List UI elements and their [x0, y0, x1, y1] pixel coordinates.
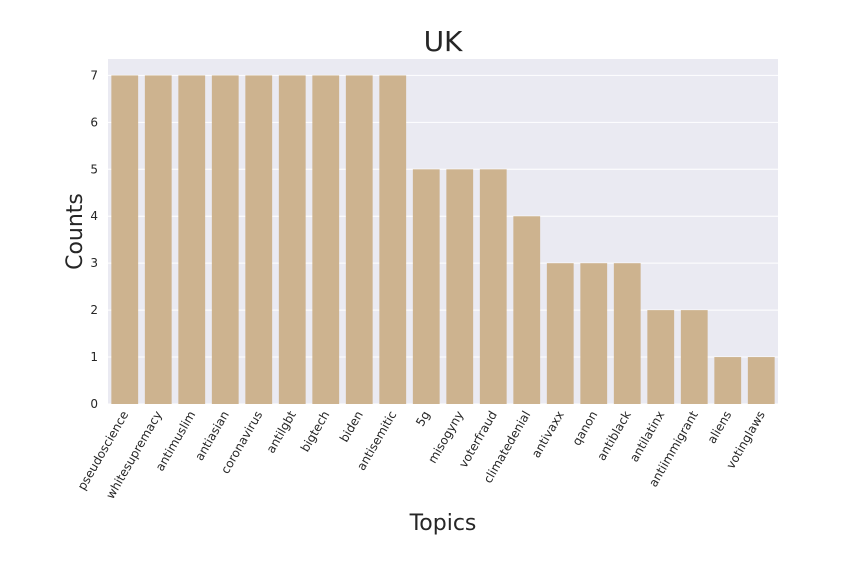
- y-tick-label: 5: [90, 162, 98, 176]
- bar-votinglaws: [747, 357, 775, 404]
- bar-antiimmigrant: [680, 310, 708, 404]
- bar-biden: [345, 75, 373, 404]
- y-tick-labels: 0 1 2 3 4 5 6 7: [90, 68, 98, 411]
- bar-antiblack: [613, 263, 641, 404]
- x-tick-label: bigtech: [298, 409, 333, 455]
- bar-antilatinx: [647, 310, 675, 404]
- bar-5g: [412, 169, 440, 404]
- bar-pseudoscience: [111, 75, 139, 404]
- bar-misogyny: [446, 169, 474, 404]
- x-tick-label: biden: [337, 409, 366, 445]
- x-axis-label: Topics: [409, 511, 477, 536]
- y-tick-label: 4: [90, 209, 98, 223]
- bars: [111, 75, 775, 404]
- y-tick-label: 0: [90, 397, 98, 411]
- bar-bigtech: [312, 75, 340, 404]
- x-tick-label: qanon: [569, 409, 600, 449]
- y-tick-label: 3: [90, 256, 98, 270]
- chart-title: UK: [424, 25, 463, 58]
- bar-antimuslim: [178, 75, 206, 404]
- bar-antivaxx: [546, 263, 574, 404]
- bar-aliens: [714, 357, 742, 404]
- bar-antilgbt: [278, 75, 306, 404]
- bar-voterfraud: [479, 169, 507, 404]
- x-tick-label: antilgbt: [264, 408, 299, 455]
- x-tick-label: aliens: [705, 409, 735, 447]
- y-tick-label: 7: [90, 68, 98, 82]
- bar-qanon: [580, 263, 608, 404]
- y-axis-label: Counts: [63, 193, 88, 270]
- y-tick-label: 6: [90, 115, 98, 129]
- bar-coronavirus: [245, 75, 273, 404]
- plot-area: [108, 59, 778, 404]
- y-tick-label: 1: [90, 350, 98, 364]
- x-tick-label: antivaxx: [529, 409, 567, 461]
- bar-whitesupremacy: [144, 75, 172, 404]
- bar-climatedenial: [513, 216, 541, 404]
- x-tick-labels: pseudosciencewhitesupremacyantimuslimant…: [75, 408, 768, 501]
- bar-antisemitic: [379, 75, 407, 404]
- y-tick-label: 2: [90, 303, 98, 317]
- bar-antiasian: [211, 75, 239, 404]
- x-tick-label: 5g: [413, 409, 433, 429]
